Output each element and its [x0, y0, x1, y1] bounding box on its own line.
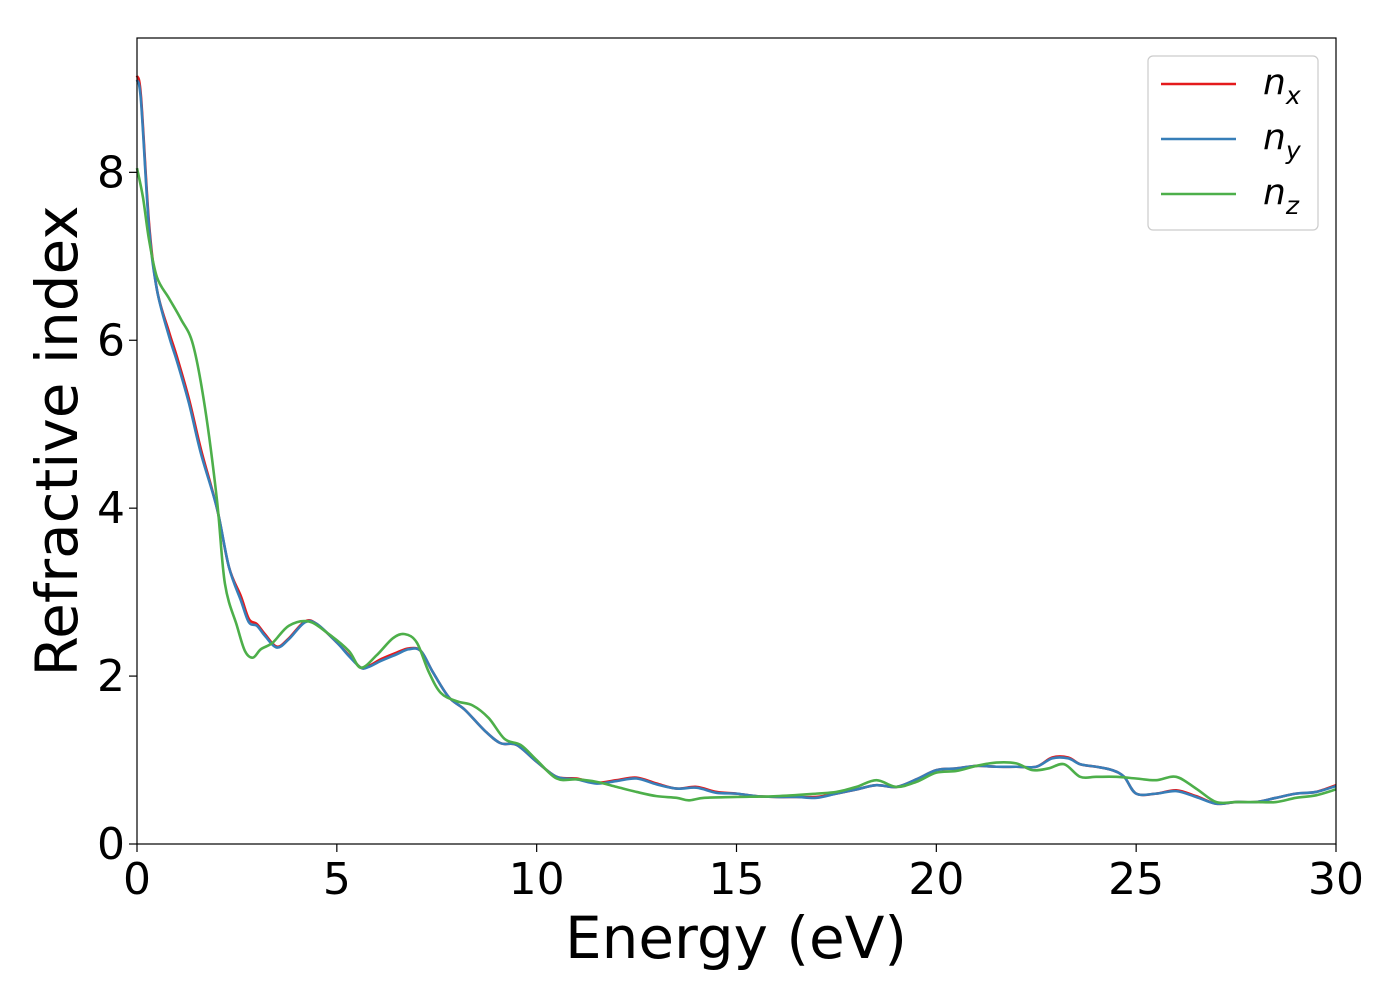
y-tick-label: 4 [97, 483, 125, 534]
series-line-y [135, 79, 1337, 806]
x-ticks: 0 5 10 15 20 25 30 [123, 844, 1364, 905]
y-tick-label: 0 [97, 819, 125, 870]
series-layer [135, 75, 1337, 806]
x-tick-label: 10 [509, 854, 565, 905]
y-ticks: 0 2 4 6 8 [97, 147, 137, 870]
legend-entry-y: ny [1161, 117, 1302, 165]
legend-label: nx [1263, 62, 1301, 110]
x-axis-title: Energy (eV) [565, 904, 907, 972]
y-tick-label: 6 [97, 315, 125, 366]
series-line-z [135, 167, 1337, 805]
legend-label: ny [1263, 117, 1302, 165]
legend-entry-x: nx [1161, 62, 1301, 110]
legend-box [1147, 55, 1319, 231]
x-tick-label: 5 [323, 854, 351, 905]
y-axis-title: Refractive index [23, 205, 91, 676]
x-tick-label: 20 [908, 854, 964, 905]
x-tick-label: 15 [709, 854, 765, 905]
x-tick-label: 25 [1108, 854, 1164, 905]
x-tick-label: 0 [123, 854, 151, 905]
y-tick-label: 2 [97, 651, 125, 702]
x-tick-label: 30 [1308, 854, 1364, 905]
y-tick-label: 8 [97, 147, 125, 198]
